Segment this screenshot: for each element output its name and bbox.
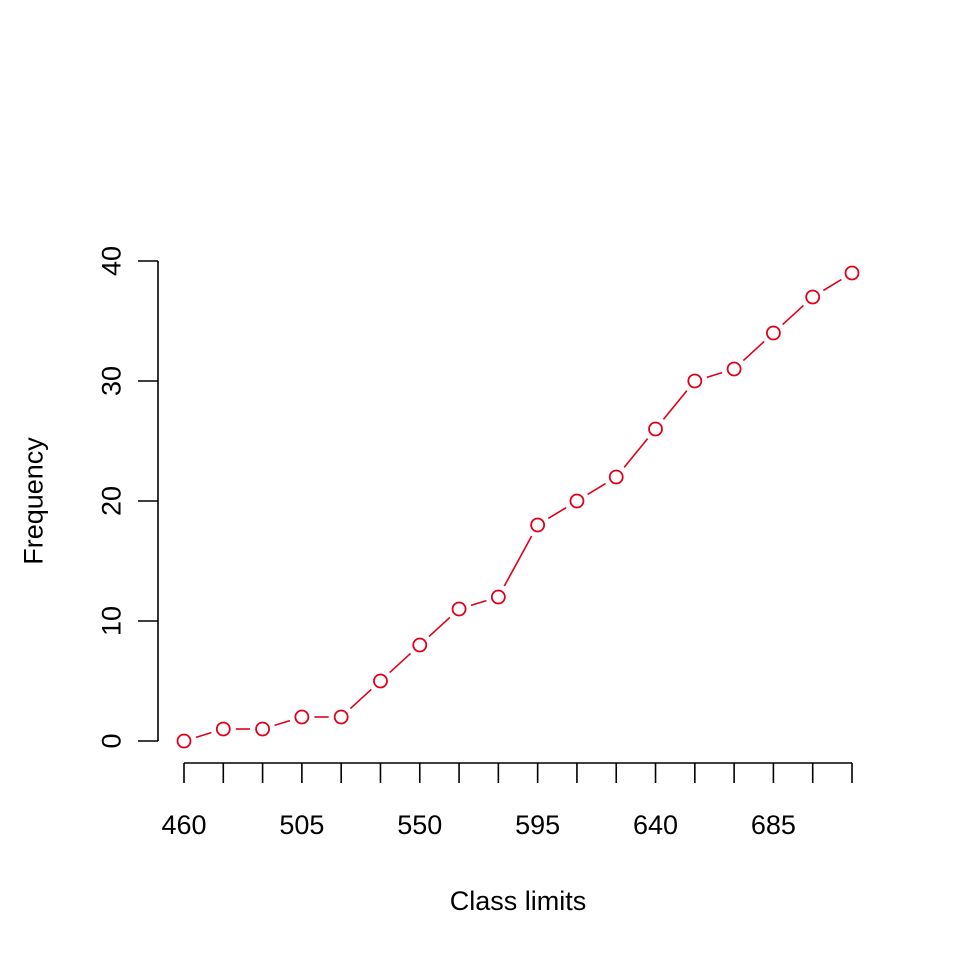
data-point (176, 733, 192, 749)
x-tick-label: 505 (279, 810, 324, 840)
series-segment (587, 482, 606, 496)
y-axis: 0 10 20 30 40 (96, 246, 159, 749)
series-segment (662, 390, 688, 420)
data-point (805, 289, 821, 305)
y-tick-label: 40 (96, 246, 126, 276)
series-segment (547, 506, 567, 520)
data-point (490, 589, 506, 605)
series-segment (822, 278, 842, 292)
y-tick-label: 0 (96, 733, 126, 748)
data-point (648, 421, 663, 437)
x-tick-label: 685 (751, 810, 796, 840)
data-point (412, 637, 428, 653)
data-point (766, 325, 781, 341)
series-segment (470, 599, 487, 607)
x-axis: 460 505 550 595 640 685 (161, 762, 853, 840)
series-segment (782, 304, 805, 326)
x-tick-label: 595 (515, 810, 560, 840)
data-point (844, 265, 860, 281)
series-segment (274, 719, 291, 727)
series-segment (195, 731, 212, 739)
y-tick-label: 30 (96, 366, 126, 396)
x-axis-title: Class limits (450, 886, 587, 916)
series-segment (428, 616, 451, 638)
x-tick-label: 460 (161, 810, 206, 840)
data-point (726, 361, 742, 377)
x-tick-label: 550 (397, 810, 442, 840)
data-point (608, 469, 624, 485)
series-segment (503, 535, 533, 587)
data-point (255, 721, 270, 737)
series-layer (176, 265, 860, 749)
data-point (687, 373, 703, 389)
series-segment (623, 438, 649, 468)
series-segment (349, 688, 372, 710)
data-point (451, 601, 467, 617)
series-segment (706, 371, 723, 379)
series-segment (389, 652, 412, 674)
y-tick-label: 10 (96, 606, 126, 636)
data-point (373, 673, 388, 689)
y-axis-title: Frequency (18, 437, 48, 565)
x-tick-label: 640 (633, 810, 678, 840)
data-point (569, 493, 585, 509)
data-point (333, 709, 349, 725)
data-point (215, 721, 231, 737)
y-tick-label: 20 (96, 486, 126, 516)
data-point (294, 709, 310, 725)
data-point (530, 517, 546, 533)
series-segment (742, 340, 765, 362)
